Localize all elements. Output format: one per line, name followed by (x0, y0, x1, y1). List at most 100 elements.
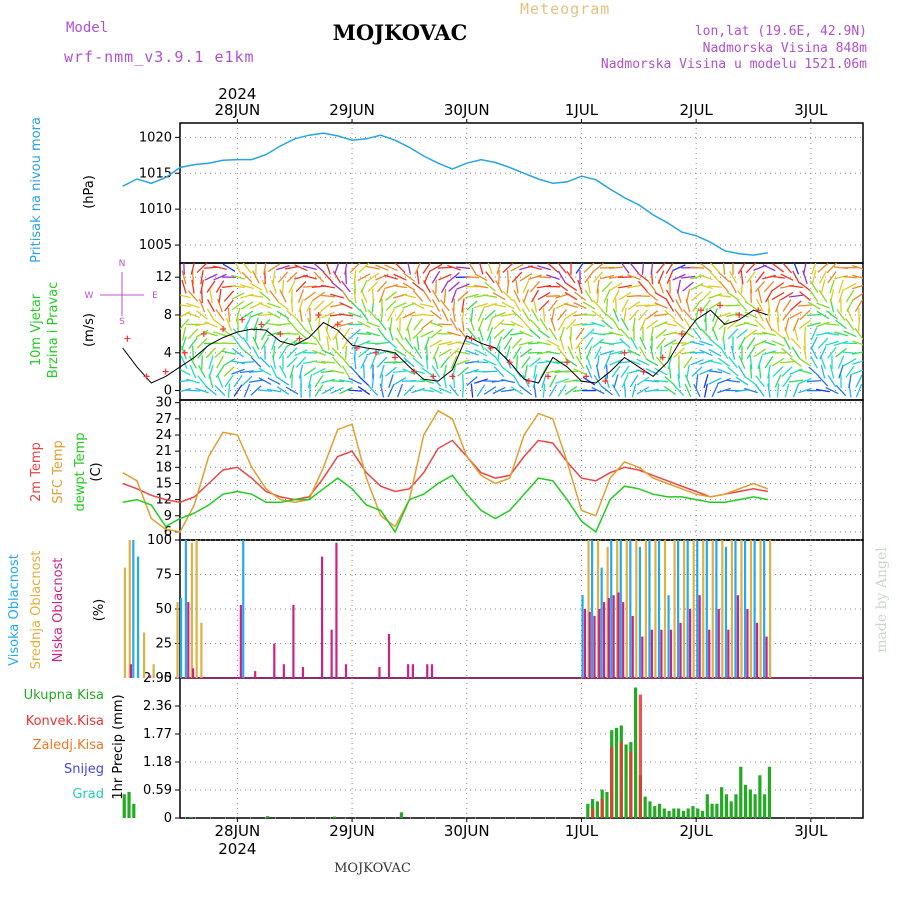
compass-north: N (119, 259, 126, 269)
wind-barb (826, 310, 838, 320)
wind-barb (790, 300, 802, 311)
wind-barb (257, 389, 273, 392)
wind-barb (664, 309, 676, 321)
wind-barb (367, 384, 379, 397)
precip-total-bar (614, 727, 619, 818)
wind-barb (449, 318, 459, 331)
wind-barb (772, 263, 784, 273)
wind-barb (252, 270, 260, 284)
wind-barb (573, 368, 587, 376)
wind-barb (798, 377, 812, 385)
wind-barb (581, 323, 597, 326)
wind-barb (645, 358, 659, 367)
wind-gust-marker (162, 368, 169, 375)
precip-unit: 1hr Precip (mm) (111, 694, 126, 799)
wind-barb (185, 389, 201, 392)
wind-barb (845, 289, 855, 303)
cloud-mid-bar (606, 546, 609, 678)
wind-barb (440, 356, 450, 369)
wind-gust-marker (717, 302, 724, 309)
wind-barb (511, 337, 523, 349)
wind-gust-marker (258, 321, 265, 328)
wind-barb (653, 313, 669, 317)
wind-barb (493, 319, 505, 330)
wind-barb (267, 302, 281, 309)
y-tick-label: 9 (164, 509, 172, 524)
cloud-low-bar (755, 622, 759, 678)
wind-barb (776, 307, 780, 322)
wind-barb (703, 374, 709, 389)
wind-barb (781, 366, 793, 377)
precip-total-bar (266, 816, 270, 818)
wind-barb (313, 300, 325, 311)
wind-barb (383, 361, 399, 364)
wind-barb (425, 345, 429, 360)
wind-barb (627, 349, 641, 357)
wind-barb (810, 336, 818, 350)
wind-gust-marker (640, 368, 647, 375)
wind-barb (294, 264, 308, 272)
wind-barb (349, 263, 361, 274)
wind-barb (639, 317, 647, 332)
footer-station-name: MOJKOVAC (334, 861, 411, 876)
wind-barb (709, 338, 721, 349)
wind-barb (295, 328, 307, 339)
wind-barb (258, 377, 272, 386)
wind-barb (656, 337, 666, 350)
cloud-mid-bar (644, 540, 647, 678)
wind-barb (492, 292, 506, 301)
temp-dewpt-line (122, 474, 768, 534)
wind-barb (214, 385, 226, 397)
wind-barb (387, 308, 395, 322)
wind-barb (825, 340, 839, 346)
y-tick-label: 1015 (139, 166, 172, 181)
wind-gust-marker (506, 359, 513, 366)
wind-barb (718, 272, 730, 283)
wind-barb (764, 356, 774, 369)
wind-barb (605, 298, 609, 313)
top-day-label: 30JUN (444, 101, 490, 119)
wind-barb (708, 359, 722, 365)
wind-barb (665, 299, 675, 312)
wind-barb (522, 289, 530, 303)
wind-barb (466, 376, 478, 387)
wind-barb (854, 327, 863, 340)
wind-barb (537, 329, 551, 339)
wind-barb (510, 320, 524, 329)
wind-barb (719, 280, 729, 293)
wind-barb (803, 345, 807, 360)
wind-barb (240, 284, 254, 290)
wind-barb (248, 294, 264, 298)
cloud-mid-bar (702, 540, 705, 678)
wind-barb (302, 285, 318, 288)
wind-barb (429, 263, 443, 272)
wind-gust-marker (315, 311, 322, 318)
wind-barb (395, 337, 405, 350)
cloud-high-bar (242, 540, 245, 678)
wind-barb (329, 379, 345, 383)
wind-barb (416, 336, 420, 351)
wind-barb (473, 361, 489, 364)
cloud-low-bar (612, 595, 615, 678)
wind-barb (575, 327, 585, 340)
cloud-low-bar (641, 636, 644, 678)
wind-barb (502, 328, 514, 340)
wind-barb (286, 318, 298, 331)
wind-barb (448, 272, 460, 283)
wind-barb (520, 318, 532, 331)
wind-barb (338, 313, 354, 317)
wind-barb (837, 355, 845, 369)
wind-gust-marker (525, 378, 532, 385)
wind-barb (601, 281, 613, 293)
wind-barb (776, 383, 780, 398)
wind-barb (513, 289, 521, 303)
wind-barb (474, 273, 488, 282)
wind-barb (334, 263, 340, 275)
wind-barb (357, 339, 371, 347)
cloud-low-bar (598, 609, 601, 678)
wind-barb (729, 270, 737, 284)
wind-barb (443, 289, 447, 304)
wind-barb (393, 302, 407, 309)
wind-barb (448, 347, 460, 359)
wind-barb (392, 370, 408, 374)
